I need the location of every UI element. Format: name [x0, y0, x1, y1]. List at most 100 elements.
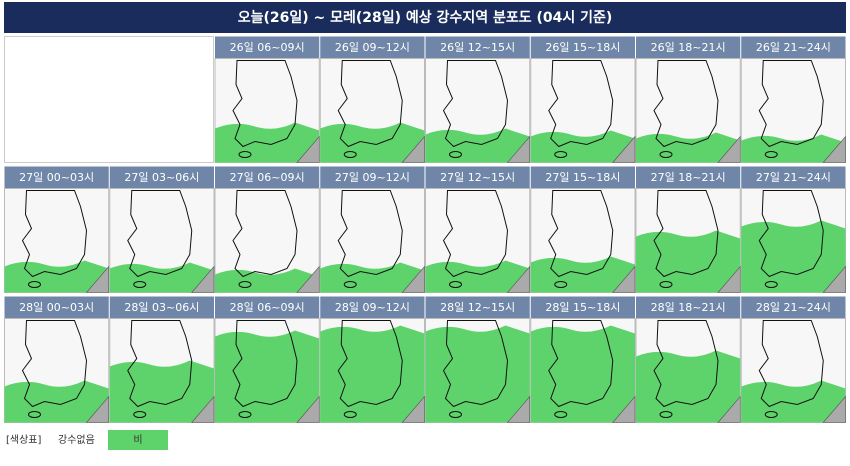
rain-area	[215, 330, 320, 423]
legend-rain: 비	[133, 434, 142, 446]
map	[319, 318, 425, 423]
rain-area	[320, 325, 425, 423]
panel-label-bg	[741, 296, 846, 319]
map	[214, 58, 320, 163]
korea-outline	[337, 60, 403, 148]
panel-label: 26일 21~24시	[756, 40, 831, 54]
rain-area	[741, 220, 846, 293]
map	[109, 318, 215, 423]
jeju	[554, 151, 568, 158]
jeju	[133, 281, 147, 288]
panel-label-bg	[530, 296, 635, 319]
panel-label-bg	[320, 166, 425, 189]
title-bar	[4, 2, 846, 33]
legend-label: [색상표]	[6, 434, 42, 446]
rain-area	[425, 128, 530, 163]
panel-label-bg	[636, 36, 741, 59]
map	[740, 318, 846, 423]
panel-label: 28일 18~21시	[651, 300, 726, 314]
legend-rain-swatch	[108, 430, 168, 450]
japan	[401, 265, 425, 293]
map	[214, 318, 320, 423]
japan	[296, 135, 320, 163]
korea-outline	[127, 190, 193, 278]
japan	[822, 135, 846, 163]
panel-label: 27일 12~15시	[440, 170, 515, 184]
jeju	[554, 281, 568, 288]
rain-area	[530, 325, 635, 423]
rain-area	[741, 134, 846, 163]
title: 오늘(26일) ~ 모레(28일) 예상 강수지역 분포도 (04시 기준)	[238, 9, 613, 26]
panel-label: 26일 12~15시	[440, 40, 515, 54]
jeju	[133, 411, 147, 418]
rain-area	[530, 130, 635, 163]
panel-label: 28일 21~24시	[756, 300, 831, 314]
japan	[717, 265, 741, 293]
japan	[717, 135, 741, 163]
korea-outline	[21, 190, 88, 278]
jeju	[659, 411, 673, 418]
panel-label: 27일 03~06시	[124, 170, 199, 184]
rain-area	[636, 132, 741, 163]
jeju	[238, 411, 252, 418]
panel-label: 26일 15~18시	[545, 40, 620, 54]
japan	[191, 395, 215, 423]
korea-outline	[758, 320, 824, 408]
panel-label-bg	[215, 296, 320, 319]
jeju	[764, 411, 778, 418]
japan	[506, 395, 531, 423]
map	[4, 188, 110, 293]
korea-outline	[442, 60, 509, 148]
jeju	[449, 411, 462, 418]
rain-area	[4, 260, 109, 293]
jeju	[659, 151, 673, 158]
map	[214, 188, 320, 293]
rain-area	[425, 325, 530, 423]
korea-outline	[653, 320, 719, 408]
japan	[506, 265, 531, 293]
panel-label-bg	[215, 36, 320, 59]
japan	[296, 265, 320, 293]
japan	[612, 135, 636, 163]
panel-label: 27일 00~03시	[19, 170, 94, 184]
jeju	[238, 151, 252, 158]
panel-label: 27일 06~09시	[230, 170, 305, 184]
korea-outline	[337, 320, 403, 408]
korea-outline	[653, 60, 719, 148]
rain-area	[320, 262, 425, 293]
legend-none: 강수없음	[58, 433, 95, 446]
korea-outline	[442, 320, 509, 408]
panel-label: 26일 06~09시	[230, 40, 305, 54]
japan	[822, 265, 846, 293]
panel-label: 28일 03~06시	[124, 300, 199, 314]
map	[4, 318, 110, 423]
rain-area	[425, 260, 530, 293]
panel-label-bg	[530, 166, 635, 189]
japan	[506, 135, 531, 163]
map	[740, 58, 846, 163]
korea-outline	[21, 320, 88, 408]
jeju	[554, 411, 568, 418]
panel-label: 28일 06~09시	[230, 300, 305, 314]
empty-cell	[4, 36, 214, 163]
map	[740, 188, 846, 293]
panel-label: 27일 09~12시	[335, 170, 410, 184]
map	[530, 58, 636, 163]
jeju	[343, 151, 357, 158]
panel-label-bg	[215, 166, 320, 189]
map	[425, 318, 531, 423]
jeju	[449, 281, 462, 288]
map	[319, 188, 425, 293]
panel-label: 28일 15~18시	[545, 300, 620, 314]
map	[635, 318, 741, 423]
japan	[191, 265, 215, 293]
jeju	[343, 411, 357, 418]
map	[530, 188, 636, 293]
panel-label: 27일 15~18시	[545, 170, 620, 184]
panel-label: 26일 18~21시	[651, 40, 726, 54]
japan	[612, 395, 636, 423]
japan	[85, 395, 110, 423]
korea-outline	[232, 320, 298, 408]
panel-label-bg	[109, 296, 214, 319]
